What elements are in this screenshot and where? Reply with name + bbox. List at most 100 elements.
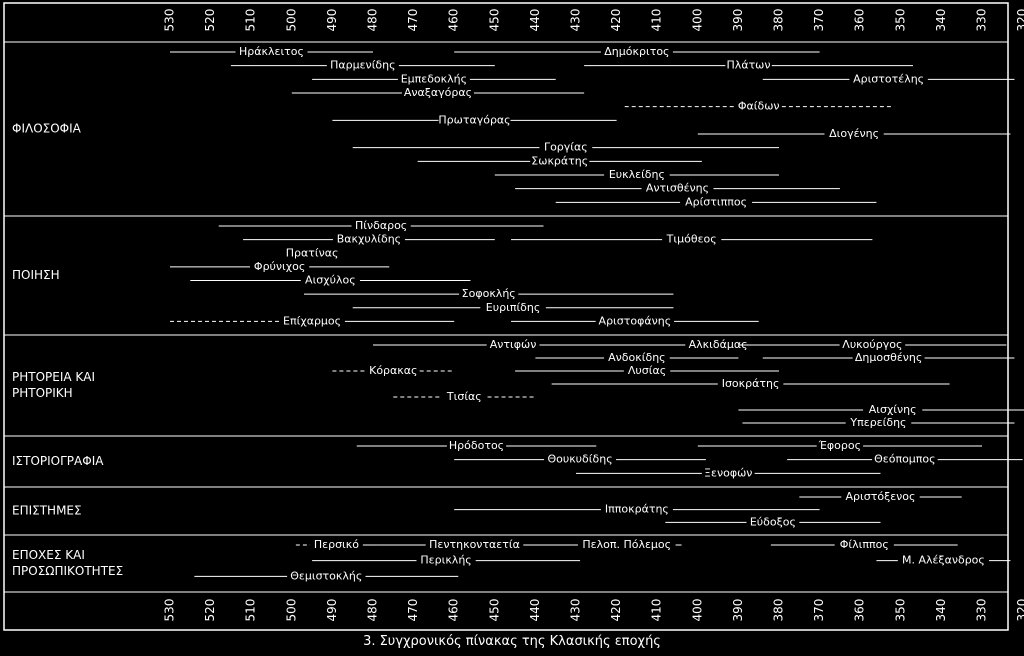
timeline-label: Αριστοτέλης xyxy=(853,72,924,85)
axis-tick-top: 520 xyxy=(203,9,217,32)
group-label: ΠΟΙΗΣΗ xyxy=(12,268,60,282)
timeline-label: Φαίδων xyxy=(738,100,780,113)
timeline-label: Αντισθένης xyxy=(646,182,709,195)
timeline-label: Εμπεδοκλής xyxy=(401,72,467,85)
timeline-label: Δημόκριτος xyxy=(604,45,669,58)
axis-tick-bottom: 460 xyxy=(447,599,461,622)
timeline-label: Περσικό xyxy=(314,538,359,551)
group-label: ΡΗΤΟΡΙΚΗ xyxy=(12,386,73,400)
timeline-label: Αισχύλος xyxy=(305,274,356,287)
timeline-label: Ξενοφών xyxy=(704,466,752,479)
axis-tick-bottom: 340 xyxy=(934,599,948,622)
axis-tick-top: 500 xyxy=(284,9,298,32)
timeline-label: Αριστοφάνης xyxy=(599,314,672,327)
axis-tick-top: 330 xyxy=(975,9,989,32)
axis-tick-top: 380 xyxy=(772,9,786,32)
timeline-label: Αριστόξενος xyxy=(846,490,916,503)
timeline-label: Εύδοξος xyxy=(750,515,796,528)
axis-tick-bottom: 510 xyxy=(244,599,258,622)
timeline-label: Αναξαγόρας xyxy=(404,86,472,99)
axis-tick-bottom: 360 xyxy=(853,599,867,622)
axis-tick-top: 400 xyxy=(690,9,704,32)
axis-tick-bottom: 450 xyxy=(487,599,501,622)
timeline-label: Αλκιδάμας xyxy=(689,338,748,351)
timeline-label: Ανδοκίδης xyxy=(608,351,666,364)
timeline-label: Τισίας xyxy=(446,390,482,403)
timeline-label: Πελοπ. Πόλεμος xyxy=(582,538,671,551)
axis-tick-bottom: 330 xyxy=(975,599,989,622)
group-label: ΡΗΤΟΡΕΙΑ ΚΑΙ xyxy=(12,370,95,384)
axis-tick-bottom: 440 xyxy=(528,599,542,622)
group-label: ΠΡΟΣΩΠΙΚΟΤΗΤΕΣ xyxy=(12,564,123,578)
axis-tick-top: 460 xyxy=(447,9,461,32)
axis-tick-top: 320 xyxy=(1015,9,1024,32)
timeline-label: Θουκυδίδης xyxy=(547,453,612,466)
timeline-label: Διογένης xyxy=(829,127,879,140)
axis-tick-top: 450 xyxy=(487,9,501,32)
timeline-label: Πίνδαρος xyxy=(355,219,407,232)
timeline-label: Ηράκλειτος xyxy=(239,45,304,58)
axis-tick-top: 420 xyxy=(609,9,623,32)
axis-tick-top: 350 xyxy=(893,9,907,32)
timeline-label: Σοφοκλής xyxy=(462,287,516,300)
timeline-label: Θεμιστοκλής xyxy=(290,569,362,582)
axis-tick-top: 410 xyxy=(650,9,664,32)
figure-caption: 3. Συγχρονικός πίνακας της Κλασικής εποχ… xyxy=(363,634,661,649)
axis-tick-top: 440 xyxy=(528,9,542,32)
timeline-label: Ισοκράτης xyxy=(722,377,780,390)
axis-tick-bottom: 500 xyxy=(284,599,298,622)
group-label: ΕΠΟΧΕΣ ΚΑΙ xyxy=(12,548,85,562)
timeline-label: Θεόπομπος xyxy=(874,453,936,466)
timeline-label: Πρωταγόρας xyxy=(438,113,510,126)
timeline-label: Επίχαρμος xyxy=(283,314,341,327)
timeline-label: Πλάτων xyxy=(727,59,771,72)
timeline-label: Γοργίας xyxy=(544,141,588,154)
group-label: ΙΣΤΟΡΙΟΓΡΑΦΙΑ xyxy=(12,454,104,468)
axis-tick-bottom: 350 xyxy=(893,599,907,622)
timeline-label: Σωκράτης xyxy=(531,154,588,167)
timeline-label: Φρύνιχος xyxy=(254,260,305,273)
timeline-label: Περικλής xyxy=(420,554,471,567)
timeline-label: Παρμενίδης xyxy=(330,59,395,72)
timeline-label: Τιμόθεος xyxy=(666,233,717,246)
axis-tick-bottom: 490 xyxy=(325,599,339,622)
timeline-label: Πεντηκονταετία xyxy=(429,538,520,551)
axis-tick-bottom: 380 xyxy=(772,599,786,622)
timeline-label: Μ. Αλέξανδρος xyxy=(902,554,985,567)
timeline-label: Ευριπίδης xyxy=(486,301,541,314)
axis-tick-bottom: 320 xyxy=(1015,599,1024,622)
timeline-label: Αισχίνης xyxy=(869,403,917,416)
group-label: ΦΙΛΟΣΟΦΙΑ xyxy=(12,122,82,136)
axis-tick-top: 480 xyxy=(366,9,380,32)
timeline-label: Έφορος xyxy=(818,439,861,452)
axis-tick-top: 340 xyxy=(934,9,948,32)
timeline-label: Υπερείδης xyxy=(849,416,906,429)
axis-tick-bottom: 410 xyxy=(650,599,664,622)
timeline-label: Πρατίνας xyxy=(286,246,339,259)
timeline-label: Δημοσθένης xyxy=(855,351,922,364)
axis-tick-top: 360 xyxy=(853,9,867,32)
timeline-label: Ευκλείδης xyxy=(609,168,665,181)
axis-tick-top: 470 xyxy=(406,9,420,32)
axis-tick-bottom: 430 xyxy=(569,599,583,622)
chart-frame xyxy=(3,2,1009,631)
timeline-label: Βακχυλίδης xyxy=(337,233,401,246)
timeline-label: Αντιφών xyxy=(490,338,537,351)
axis-tick-top: 370 xyxy=(812,9,826,32)
group-label: ΕΠΙΣΤΗΜΕΣ xyxy=(12,504,82,518)
axis-tick-bottom: 370 xyxy=(812,599,826,622)
timeline-label: Κόρακας xyxy=(369,364,417,377)
axis-tick-bottom: 400 xyxy=(690,599,704,622)
axis-tick-bottom: 520 xyxy=(203,599,217,622)
timeline-label: Λυκούργος xyxy=(842,338,902,351)
axis-tick-top: 510 xyxy=(244,9,258,32)
axis-tick-top: 390 xyxy=(731,9,745,32)
axis-tick-top: 430 xyxy=(569,9,583,32)
axis-tick-bottom: 390 xyxy=(731,599,745,622)
timeline-label: Ιπποκράτης xyxy=(605,503,669,516)
axis-tick-bottom: 530 xyxy=(163,599,177,622)
timeline-label: Λυσίας xyxy=(628,364,666,377)
axis-tick-top: 530 xyxy=(163,9,177,32)
timeline-label: Ηρόδοτος xyxy=(449,439,504,452)
